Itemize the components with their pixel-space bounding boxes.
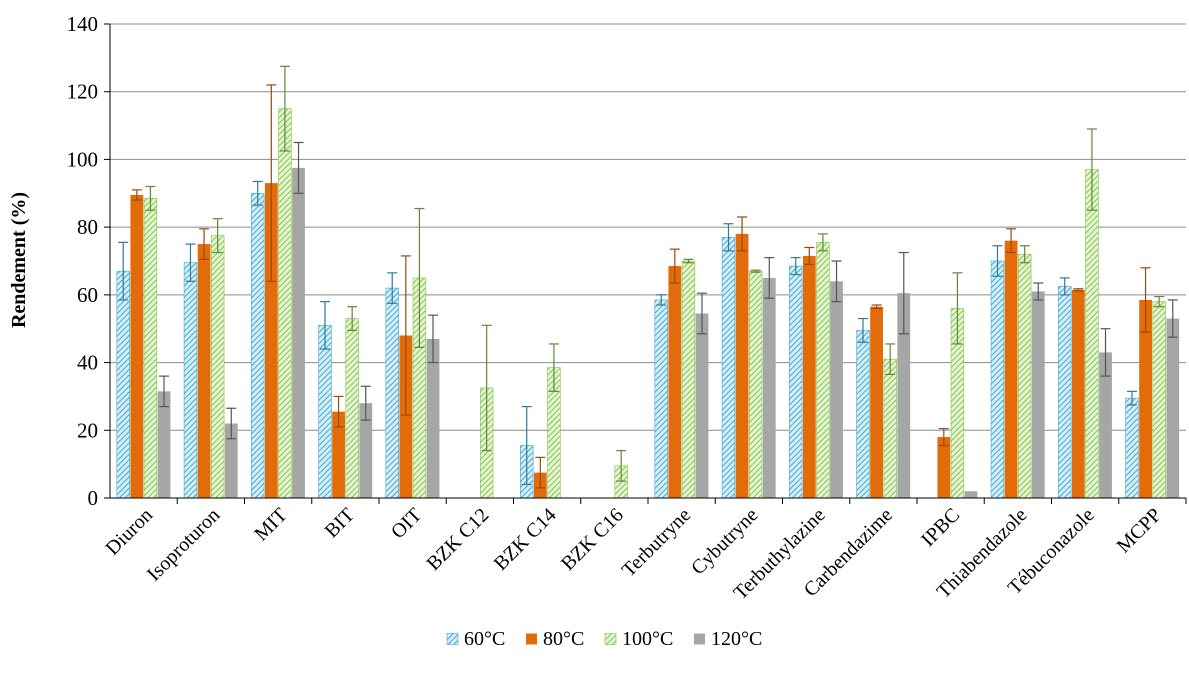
bar-60C-mit — [251, 192, 265, 499]
bar-120C-terbuthylazine — [830, 281, 843, 498]
bar-120C-bit — [359, 403, 373, 498]
x-tick-label: BZK C16 — [557, 504, 628, 575]
bar-100C-mit — [278, 108, 292, 499]
bar-80C-isoproturon — [197, 244, 211, 498]
bar-80C-thiabendazole — [1004, 240, 1018, 498]
bar-120C-ipbc — [964, 491, 978, 498]
bar-100C-carbendazime — [883, 358, 897, 499]
bar-100C-cybutryne — [748, 270, 763, 499]
bar-120C-diuron — [157, 391, 171, 498]
y-tick-label: 100 — [67, 147, 99, 171]
legend-label: 100°C — [622, 628, 673, 650]
x-tick-label: Isoproturon — [143, 504, 225, 586]
bar-120C-oit — [426, 338, 440, 498]
bar-80C-carbendazime — [870, 306, 883, 498]
legend-label: 120°C — [711, 628, 762, 650]
y-tick-label: 60 — [77, 283, 98, 307]
bar-60C-mcpp — [1125, 397, 1139, 499]
bar-80C-terbuthylazine — [802, 255, 816, 498]
legend-swatch — [446, 633, 459, 645]
legend-label: 80°C — [543, 628, 584, 650]
bar-80C-mcpp — [1139, 299, 1152, 498]
y-tick-label: 0 — [88, 486, 99, 510]
bar-80C-bit — [332, 411, 345, 498]
x-tick-label: BIT — [321, 504, 359, 542]
legend-label: 60°C — [464, 628, 505, 650]
bar-120C-thiabendazole — [1031, 291, 1045, 498]
bar-60C-bit — [318, 325, 332, 499]
y-tick-label: 140 — [67, 12, 99, 36]
legend-swatch — [694, 633, 705, 645]
bar-80C-diuron — [130, 194, 144, 498]
y-tick-label: 20 — [77, 418, 98, 442]
bar-120C-mit — [292, 167, 305, 498]
x-tick-label: MIT — [250, 504, 291, 545]
bar-60C-cybutryne — [721, 237, 736, 499]
bar-60C-carbendazime — [856, 330, 870, 499]
error-bars — [118, 65, 1178, 489]
x-tick-label: MCPP — [1113, 504, 1166, 557]
bar-100C-terbutryne — [681, 260, 696, 499]
y-tick-label: 120 — [67, 80, 99, 104]
bar-120C-isoproturon — [224, 423, 238, 498]
y-tick-label: 80 — [77, 215, 98, 239]
bar-120C-tébuconazole — [1099, 352, 1112, 498]
bar-100C-isoproturon — [210, 235, 225, 499]
bar-60C-terbutryne — [654, 299, 668, 499]
legend-swatch — [604, 633, 617, 645]
bar-60C-tébuconazole — [1058, 286, 1072, 499]
y-axis-label: Rendement (%) — [8, 192, 30, 328]
bar-80C-mit — [264, 183, 278, 498]
bar-80C-terbutryne — [668, 266, 682, 498]
legend-swatch — [526, 633, 537, 645]
bar-120C-carbendazime — [897, 293, 911, 498]
bar-120C-terbutryne — [695, 313, 709, 498]
bar-100C-thiabendazole — [1017, 253, 1032, 499]
bar-100C-terbuthylazine — [816, 242, 830, 499]
bar-120C-mcpp — [1166, 318, 1180, 498]
bar-100C-tébuconazole — [1085, 169, 1099, 499]
bar-100C-bit — [345, 318, 359, 499]
bar-100C-mcpp — [1152, 301, 1166, 499]
x-tick-label: OIT — [387, 504, 426, 543]
bar-60C-terbuthylazine — [789, 265, 803, 499]
bar-60C-diuron — [116, 270, 130, 499]
bar-60C-thiabendazole — [990, 260, 1005, 499]
legend: 60°C 80°C 100°C 120°C — [446, 628, 762, 650]
x-tick-label: Terbutryne — [618, 504, 695, 581]
bar-80C-ipbc — [937, 437, 951, 498]
bars — [116, 108, 1180, 499]
x-tick-label: BZK C14 — [490, 504, 561, 575]
y-tick-label: 40 — [77, 351, 98, 375]
x-tick-label: Diuron — [102, 504, 158, 560]
x-tick-label: BZK C12 — [422, 504, 493, 575]
bar-80C-tébuconazole — [1071, 289, 1085, 498]
bar-80C-cybutryne — [735, 233, 749, 498]
bar-100C-diuron — [143, 198, 158, 499]
bar-120C-cybutryne — [762, 277, 776, 498]
x-tick-label: IPBC — [917, 504, 964, 551]
bar-60C-oit — [385, 287, 399, 499]
bar-60C-isoproturon — [183, 262, 198, 499]
bar-80C-oit — [399, 335, 413, 498]
